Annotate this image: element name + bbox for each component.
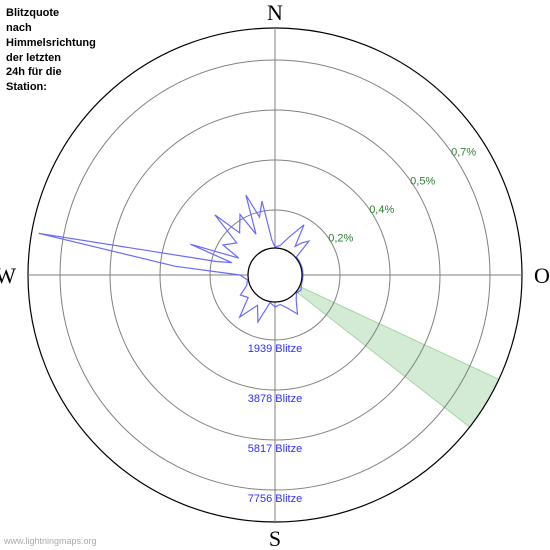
compass-n: N (267, 0, 283, 25)
percent-label: 0,2% (328, 233, 353, 245)
blitze-label: 5817 Blitze (248, 443, 302, 455)
compass-s: S (269, 526, 281, 550)
blitze-label: 3878 Blitze (248, 393, 302, 405)
percent-label: 0,5% (410, 175, 435, 187)
percent-label: 0,4% (369, 204, 394, 216)
center-circle (248, 248, 302, 302)
compass-w: W (0, 263, 16, 288)
quota-sector (275, 275, 499, 427)
polar-chart: 0,2% 0,4% 0,5% 0,7% 1939 Blitze 3878 Blitze 58… (0, 0, 550, 550)
compass-e: O (534, 263, 550, 288)
blitze-label: 1939 Blitze (248, 343, 302, 355)
blitze-label: 7756 Blitze (248, 493, 302, 505)
percent-label: 0,7% (451, 147, 476, 159)
